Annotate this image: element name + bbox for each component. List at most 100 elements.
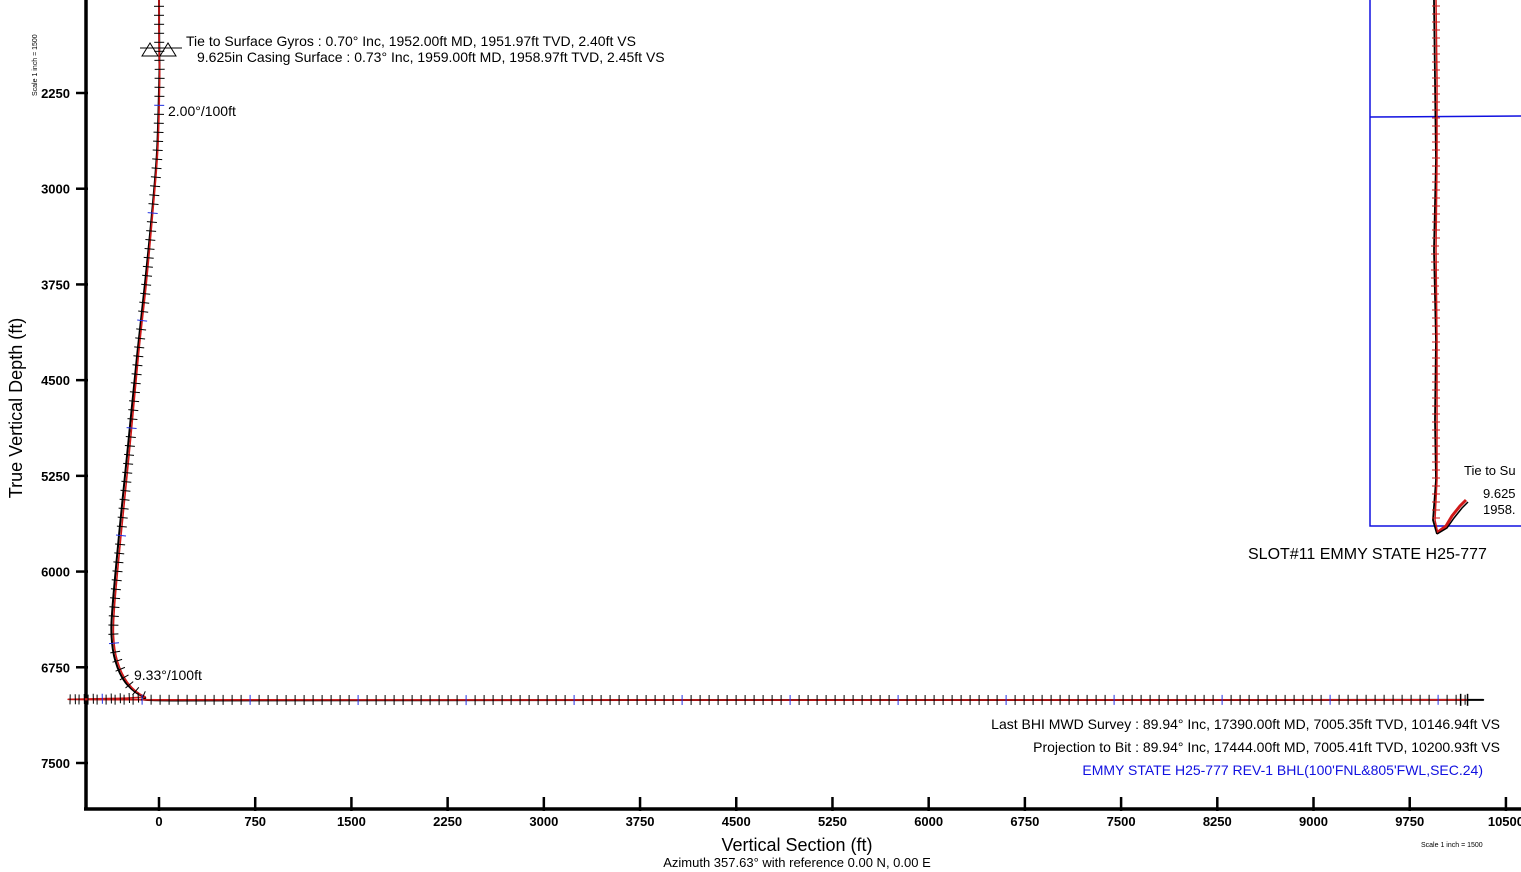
survey-tick bbox=[131, 373, 142, 376]
inset-casing-value: 1958. bbox=[1483, 502, 1516, 517]
survey-tick bbox=[115, 543, 126, 546]
x-tick-label: 1500 bbox=[337, 814, 366, 829]
x-tick-label: 5250 bbox=[818, 814, 847, 829]
x-tick-label: 6750 bbox=[1010, 814, 1039, 829]
casing-annotation: 9.625in Casing Surface : 0.73° Inc, 1959… bbox=[197, 49, 665, 65]
survey-tick bbox=[127, 418, 138, 420]
survey-tick bbox=[114, 552, 125, 555]
lease-boundary bbox=[1369, 0, 1521, 527]
survey-tick bbox=[136, 328, 147, 331]
survey-tick bbox=[137, 319, 148, 322]
survey-tick bbox=[137, 692, 140, 703]
survey-tick bbox=[149, 194, 160, 197]
survey-tick bbox=[123, 462, 134, 465]
x-tick-label: 10500 bbox=[1488, 814, 1521, 829]
well-path-series bbox=[67, 0, 1485, 702]
plan-view-inset: Tie to Su 9.625 1958. SLOT#11 EMMY STATE… bbox=[1248, 0, 1521, 563]
survey-tick bbox=[119, 498, 130, 501]
x-tick-label: 9750 bbox=[1395, 814, 1424, 829]
x-tick-label: 4500 bbox=[722, 814, 751, 829]
survey-tick bbox=[144, 248, 155, 250]
survey-tick bbox=[128, 409, 139, 412]
survey-tick bbox=[130, 382, 141, 385]
x-tick-label: 7500 bbox=[1107, 814, 1136, 829]
x-tick-label: 2250 bbox=[433, 814, 462, 829]
y-axis-title: True Vertical Depth (ft) bbox=[6, 318, 26, 498]
survey-tick bbox=[139, 301, 150, 304]
survey-tick bbox=[109, 606, 120, 608]
survey-tick bbox=[110, 650, 121, 654]
y-tick-label: 3750 bbox=[41, 277, 70, 292]
survey-tick bbox=[150, 185, 161, 188]
survey-tick bbox=[126, 427, 137, 429]
survey-tick bbox=[151, 167, 162, 170]
survey-tick bbox=[140, 292, 151, 295]
last-survey-annotation: Last BHI MWD Survey : 89.94° Inc, 17390.… bbox=[991, 716, 1500, 732]
survey-tick bbox=[119, 674, 129, 681]
survey-tick bbox=[112, 570, 123, 573]
survey-tick bbox=[117, 516, 128, 519]
x-tick-label: 3750 bbox=[626, 814, 655, 829]
tie-to-surface-marker bbox=[140, 42, 182, 57]
survey-tick bbox=[111, 579, 122, 582]
survey-tick bbox=[147, 212, 158, 214]
x-tick-label: 3000 bbox=[529, 814, 558, 829]
survey-tick bbox=[152, 158, 163, 161]
survey-tick bbox=[121, 480, 132, 483]
survey-tick bbox=[120, 489, 131, 492]
y-tick-label: 6000 bbox=[41, 565, 70, 580]
survey-tick bbox=[145, 239, 156, 241]
survey-tick bbox=[112, 658, 123, 663]
section-line bbox=[1369, 115, 1521, 118]
scale-note-left: Scale 1 inch = 1500 bbox=[32, 34, 39, 96]
x-ticks: 0 750 1500 2250 3000 3750 4500 5250 6000 6750 7500… bbox=[155, 797, 1521, 829]
plan-well-path-line bbox=[67, 0, 1468, 701]
y-ticks: 2250 3000 3750 4500 5250 6000 6750 7500 bbox=[41, 86, 88, 771]
survey-tick bbox=[138, 310, 149, 313]
inset-slot-label: SLOT#11 EMMY STATE H25-777 bbox=[1248, 546, 1487, 563]
survey-tick bbox=[152, 149, 163, 151]
survey-tick bbox=[150, 176, 161, 179]
survey-tick bbox=[146, 230, 157, 232]
survey-tick bbox=[110, 597, 121, 600]
survey-tick bbox=[148, 203, 159, 205]
y-tick-label: 3000 bbox=[41, 182, 70, 197]
survey-tick bbox=[110, 588, 121, 591]
x-axis-title: Vertical Section (ft) bbox=[721, 835, 872, 855]
y-tick-label: 6750 bbox=[41, 660, 70, 675]
survey-tick bbox=[115, 534, 127, 537]
survey-tick bbox=[132, 686, 140, 696]
survey-tick bbox=[122, 471, 133, 474]
survey-tick bbox=[108, 633, 119, 635]
survey-tick-marks bbox=[69, 5, 1469, 706]
survey-tick bbox=[146, 221, 157, 223]
survey-tick bbox=[143, 256, 154, 259]
survey-tick bbox=[113, 561, 124, 564]
azimuth-subtitle: Azimuth 357.63° with reference 0.00 N, 0… bbox=[663, 855, 931, 870]
plan-view-survey-ticks bbox=[1431, 5, 1440, 519]
y-tick-label: 4500 bbox=[41, 373, 70, 388]
y-tick-label: 5250 bbox=[41, 469, 70, 484]
tie-to-surface-annotation: Tie to Surface Gyros : 0.70° Inc, 1952.0… bbox=[186, 33, 636, 49]
scale-note-right: Scale 1 inch = 1500 bbox=[1421, 842, 1483, 849]
survey-tick bbox=[124, 445, 135, 447]
survey-tick bbox=[108, 642, 120, 645]
x-tick-label: 9000 bbox=[1299, 814, 1328, 829]
survey-tick bbox=[124, 453, 135, 456]
dogleg-bottom-annotation: 9.33°/100ft bbox=[134, 667, 202, 683]
survey-tick bbox=[129, 391, 140, 394]
survey-tick bbox=[125, 681, 134, 689]
projection-annotation: Projection to Bit : 89.94° Inc, 17444.00… bbox=[1033, 739, 1500, 755]
x-tick-label: 6000 bbox=[914, 814, 943, 829]
inset-casing-label: 9.625 bbox=[1483, 486, 1516, 501]
target-annotation: EMMY STATE H25-777 REV-1 BHL(100'FNL&805… bbox=[1082, 762, 1483, 778]
survey-tick bbox=[142, 265, 153, 268]
survey-tick bbox=[132, 364, 143, 367]
plan-view-well-path bbox=[1432, 0, 1469, 535]
x-tick-label: 8250 bbox=[1203, 814, 1232, 829]
survey-tick bbox=[108, 615, 119, 617]
survey-tick bbox=[135, 337, 146, 340]
survey-tick bbox=[134, 346, 145, 349]
survey-tick bbox=[116, 525, 127, 528]
